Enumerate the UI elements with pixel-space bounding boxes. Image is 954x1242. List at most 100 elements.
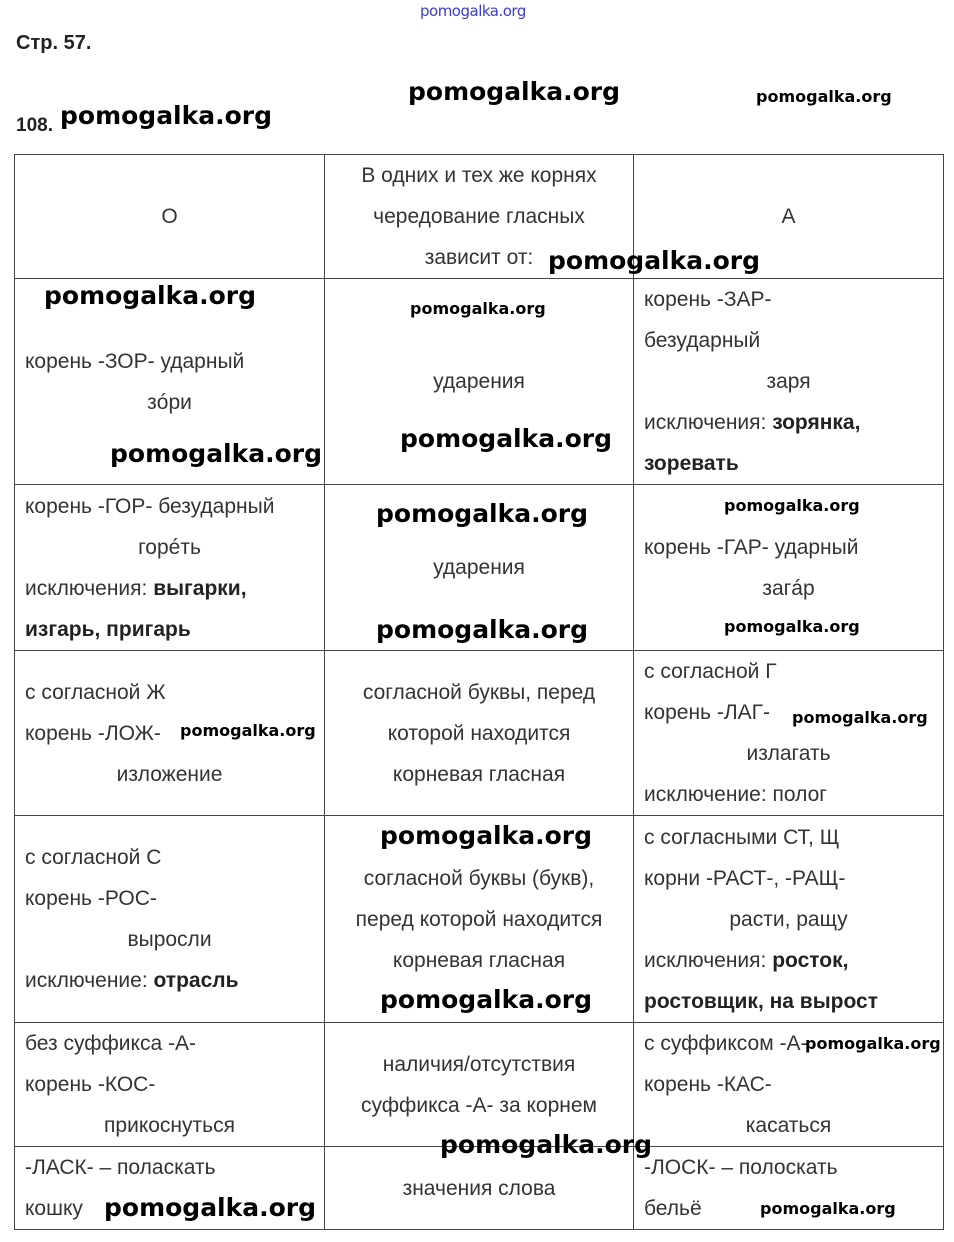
cell-line: изложение (25, 754, 314, 795)
page-label: Стр. 57. (16, 32, 92, 54)
vowel-alternation-table: О В одних и тех же корнях чередование глас… (14, 154, 944, 1230)
table-cell: ударения (324, 484, 634, 651)
cell-text: с согласной С (25, 846, 162, 869)
cell-line: исключение: полог (644, 774, 933, 815)
cell-line: зóри (25, 382, 314, 423)
cell-line: заря (644, 361, 933, 402)
table-cell: с согласными СТ, Щ корни -РАСТ-, -РАЩ-рас… (633, 815, 944, 1023)
cell-line: О (25, 196, 314, 237)
watermark: pomogalka.org (792, 708, 928, 727)
cell-line: корень -ГОР- безударный (25, 486, 314, 527)
cell-text: корень -ЗОР- ударный (25, 349, 245, 373)
watermark: pomogalka.org (760, 1199, 896, 1218)
cell-line: кошку (25, 1188, 314, 1229)
cell-line: значения слова (335, 1168, 623, 1209)
cell-line: согласной буквы (букв), (335, 858, 623, 899)
cell-bold-text: росток, (772, 948, 849, 972)
cell-bold-text: выгарки, (153, 576, 247, 600)
cell-text: безударный (644, 329, 761, 352)
cell-line: А (644, 196, 933, 237)
cell-bold-text: зорянка, (772, 411, 861, 434)
watermark: pomogalka.org (44, 281, 257, 310)
table-cell: -ЛОСК- – полоскать бельё (633, 1146, 944, 1230)
cell-line: без суффикса -А- (25, 1023, 314, 1064)
table-cell: с согласной Г корень -ЛАГ-излагать исключе… (633, 650, 944, 816)
cell-line: корень -ЛОЖ- (25, 713, 314, 754)
cell-text: без суффикса -А- (25, 1032, 196, 1055)
table-row: с согласной Ж корень -ЛОЖ-изложение соглас… (14, 650, 944, 816)
cell-text: загáр (762, 576, 815, 600)
cell-text: корень -ГАР- ударный (644, 535, 859, 559)
cell-line: В одних и тех же корнях (335, 155, 623, 196)
cell-line: корень -ЗАР- (644, 279, 933, 320)
watermark: pomogalka.org (805, 1034, 941, 1053)
cell-line: выросли (25, 919, 314, 960)
cell-text: исключения: (644, 948, 773, 972)
cell-line: корень -ГАР- ударный (644, 527, 933, 568)
table-cell: корень -ГОР- безударный горéть исключения:… (14, 484, 325, 651)
cell-line: согласной буквы, перед (335, 672, 623, 713)
cell-text: согласной буквы, перед (362, 680, 596, 704)
cell-line: которой находится (335, 713, 623, 754)
cell-line: корень -ЛАГ- (644, 692, 933, 733)
cell-line: чередование гласных (335, 196, 623, 237)
cell-text: чередование гласных (373, 205, 585, 228)
cell-bold-text: изгарь, пригарь (25, 617, 191, 641)
cell-line: загáр (644, 568, 933, 609)
table-cell: -ЛАСК- – поласкать кошку (14, 1146, 325, 1230)
table-row: корень -ГОР- безударный горéть исключения:… (14, 484, 944, 651)
cell-text: зависит от: (424, 246, 534, 269)
cell-text: согласной буквы (букв), (363, 866, 595, 890)
cell-text: корень -КАС- (644, 1073, 772, 1096)
table-cell: с согласной Ж корень -ЛОЖ-изложение (14, 650, 325, 816)
cell-line: касаться (644, 1105, 933, 1146)
cell-text: с согласной Ж (25, 680, 166, 704)
table-cell: с согласной С корень -РОС-выросли исключен… (14, 815, 325, 1023)
watermark: pomogalka.org (440, 1130, 653, 1159)
cell-text: зóри (147, 390, 192, 414)
table-cell: В одних и тех же корнях чередование гласн… (324, 154, 634, 279)
cell-text: которой находится (387, 721, 571, 745)
cell-text: В одних и тех же корнях (361, 164, 597, 187)
cell-line: исключения: выгарки, (25, 568, 314, 609)
cell-text: наличия/отсутствия (382, 1052, 576, 1076)
cell-text: исключение: (25, 969, 154, 992)
table-cell: А (633, 154, 944, 279)
cell-line: прикоснуться (25, 1105, 314, 1146)
cell-line: корневая гласная (335, 754, 623, 795)
cell-line: с согласной Г (644, 651, 933, 692)
cell-line: изгарь, пригарь (25, 609, 314, 650)
cell-text: О (161, 205, 178, 228)
site-link[interactable]: pomogalka.org (420, 2, 526, 20)
cell-line: зоревать (644, 443, 933, 484)
cell-text: -ЛОСК- – полоскать (644, 1156, 838, 1179)
cell-text: значения слова (402, 1176, 556, 1200)
table-cell: наличия/отсутствия суффикса -А- за корнем (324, 1022, 634, 1147)
cell-text: с согласными СТ, Щ (644, 825, 840, 849)
cell-text: корень -РОС- (25, 887, 157, 910)
cell-text: корневая гласная (392, 762, 566, 786)
cell-bold-text: ростовщик, на вырост (644, 989, 878, 1013)
cell-text: прикоснуться (104, 1114, 235, 1137)
watermark: pomogalka.org (180, 721, 316, 740)
watermark: pomogalka.org (724, 617, 860, 636)
cell-text: касаться (745, 1114, 832, 1137)
cell-line: с согласной С (25, 837, 314, 878)
cell-line: наличия/отсутствия (335, 1044, 623, 1085)
cell-text: корневая гласная (392, 948, 566, 972)
cell-text: исключения: (644, 411, 773, 434)
table-row: О В одних и тех же корнях чередование глас… (14, 154, 944, 279)
cell-line: -ЛОСК- – полоскать (644, 1147, 933, 1188)
cell-line: исключения: зорянка, (644, 402, 933, 443)
cell-line: исключения: росток, (644, 940, 933, 981)
cell-line: ударения (335, 361, 623, 402)
watermark: pomogalka.org (60, 101, 273, 130)
table-cell: О (14, 154, 325, 279)
cell-line: зависит от: (335, 237, 623, 278)
cell-text: ударения (433, 370, 525, 393)
cell-line: расти, ращу (644, 899, 933, 940)
table-cell: корень -ГАР- ударный загáр (633, 484, 944, 651)
cell-text: корень -ЛАГ- (644, 701, 770, 724)
watermark: pomogalka.org (380, 821, 593, 850)
watermark: pomogalka.org (110, 439, 323, 468)
